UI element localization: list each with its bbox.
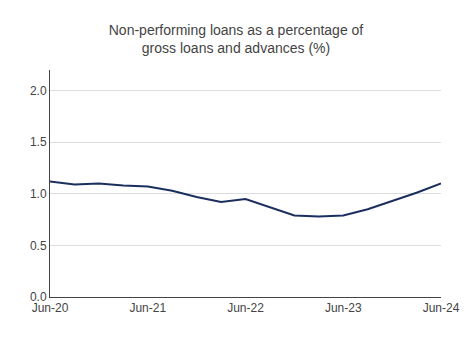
svg-text:Jun-20: Jun-20: [32, 301, 69, 315]
svg-text:Jun-23: Jun-23: [325, 301, 362, 315]
svg-text:0.5: 0.5: [30, 239, 47, 253]
svg-text:Non-performing loans as a perc: Non-performing loans as a percentage ofg…: [109, 22, 364, 56]
svg-text:1.5: 1.5: [30, 135, 47, 149]
svg-text:Jun-24: Jun-24: [423, 301, 460, 315]
svg-text:1.0: 1.0: [30, 187, 47, 201]
svg-text:2.0: 2.0: [30, 84, 47, 98]
svg-text:Jun-21: Jun-21: [129, 301, 166, 315]
svg-text:Jun-22: Jun-22: [227, 301, 264, 315]
svg-text:0.0: 0.0: [30, 290, 47, 304]
